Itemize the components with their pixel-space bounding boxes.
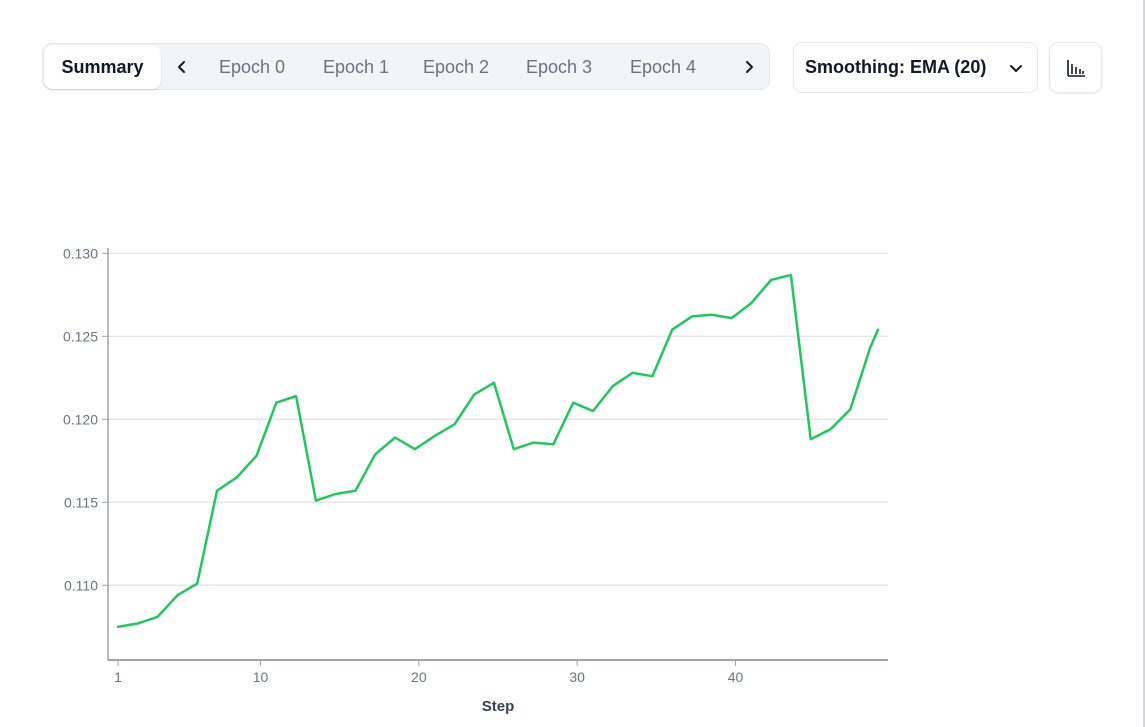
series-line (116, 273, 880, 629)
bar-chart-icon (1067, 60, 1085, 77)
data-point[interactable] (508, 443, 520, 455)
data-point[interactable] (270, 397, 282, 409)
x-axis-title: Step (482, 698, 515, 715)
y-tick-label: 0.120 (63, 411, 98, 427)
tab-epoch-3[interactable]: Epoch 3 (526, 56, 593, 77)
smoothing-label: Smoothing: EMA (20) (805, 57, 987, 77)
data-point[interactable] (844, 403, 856, 415)
tab-epoch-1[interactable]: Epoch 1 (323, 56, 390, 77)
tab-summary[interactable]: Summary (44, 45, 161, 89)
x-tick-label: 10 (253, 669, 269, 685)
data-point[interactable] (607, 380, 619, 392)
data-point[interactable] (864, 342, 876, 354)
chevron-down-icon (1010, 65, 1022, 72)
data-point[interactable] (745, 297, 757, 309)
data-point[interactable] (429, 430, 441, 442)
tab-epoch-0[interactable]: Epoch 0 (219, 56, 286, 77)
data-point[interactable] (112, 621, 124, 633)
data-point[interactable] (872, 324, 884, 336)
data-point[interactable] (726, 312, 738, 324)
data-point[interactable] (350, 485, 362, 497)
tab-epoch-2[interactable]: Epoch 2 (423, 56, 490, 77)
y-tick-label: 0.130 (63, 245, 98, 261)
series-layer (112, 269, 884, 633)
data-point[interactable] (330, 488, 342, 500)
data-point[interactable] (488, 377, 500, 389)
data-point[interactable] (231, 471, 243, 483)
y-tick-labels: 0.110 0.115 0.120 0.125 0.130 (63, 245, 98, 593)
data-point[interactable] (825, 423, 837, 435)
chart-type-button[interactable] (1049, 42, 1102, 93)
data-point[interactable] (547, 438, 559, 450)
data-point[interactable] (152, 611, 164, 623)
data-point[interactable] (251, 450, 263, 462)
panel-edge (1143, 0, 1145, 727)
data-point[interactable] (805, 433, 817, 445)
y-tick-label: 0.115 (64, 494, 98, 510)
line-chart: 0.110 0.115 0.120 0.125 0.130 1 10 20 30 40 Step (63, 245, 888, 715)
data-point[interactable] (686, 310, 698, 322)
data-point[interactable] (567, 397, 579, 409)
data-point[interactable] (211, 485, 223, 497)
data-point[interactable] (627, 367, 639, 379)
data-point[interactable] (449, 418, 461, 430)
data-point[interactable] (785, 269, 797, 281)
y-tick-label: 0.110 (64, 577, 98, 593)
x-tick-label: 1 (114, 669, 122, 685)
x-tick-labels: 1 10 20 30 40 (114, 669, 743, 685)
data-point[interactable] (468, 388, 480, 400)
data-point[interactable] (528, 437, 540, 449)
data-point[interactable] (587, 405, 599, 417)
smoothing-select[interactable]: Smoothing: EMA (20) (793, 42, 1038, 93)
data-point[interactable] (765, 274, 777, 286)
x-tick-label: 20 (411, 669, 427, 685)
epoch-tab-bar: Summary Epoch 0 Epoch 1 Epoch 2 Epoch 3 … (42, 43, 770, 90)
y-tick-label: 0.125 (63, 328, 98, 344)
chevron-left-icon[interactable] (173, 58, 191, 76)
axes (102, 248, 888, 666)
data-point[interactable] (666, 324, 678, 336)
data-point[interactable] (369, 448, 381, 460)
x-tick-label: 40 (728, 669, 744, 685)
data-point[interactable] (409, 443, 421, 455)
x-tick-label: 30 (569, 669, 585, 685)
data-point[interactable] (132, 618, 144, 630)
data-point[interactable] (290, 390, 302, 402)
grid-lines (108, 252, 888, 587)
data-point[interactable] (646, 370, 658, 382)
data-point[interactable] (706, 309, 718, 321)
data-point[interactable] (191, 578, 203, 590)
chevron-right-icon[interactable] (740, 58, 758, 76)
data-point[interactable] (171, 589, 183, 601)
data-point[interactable] (310, 495, 322, 507)
tab-epoch-4[interactable]: Epoch 4 (630, 56, 697, 77)
data-point[interactable] (389, 432, 401, 444)
